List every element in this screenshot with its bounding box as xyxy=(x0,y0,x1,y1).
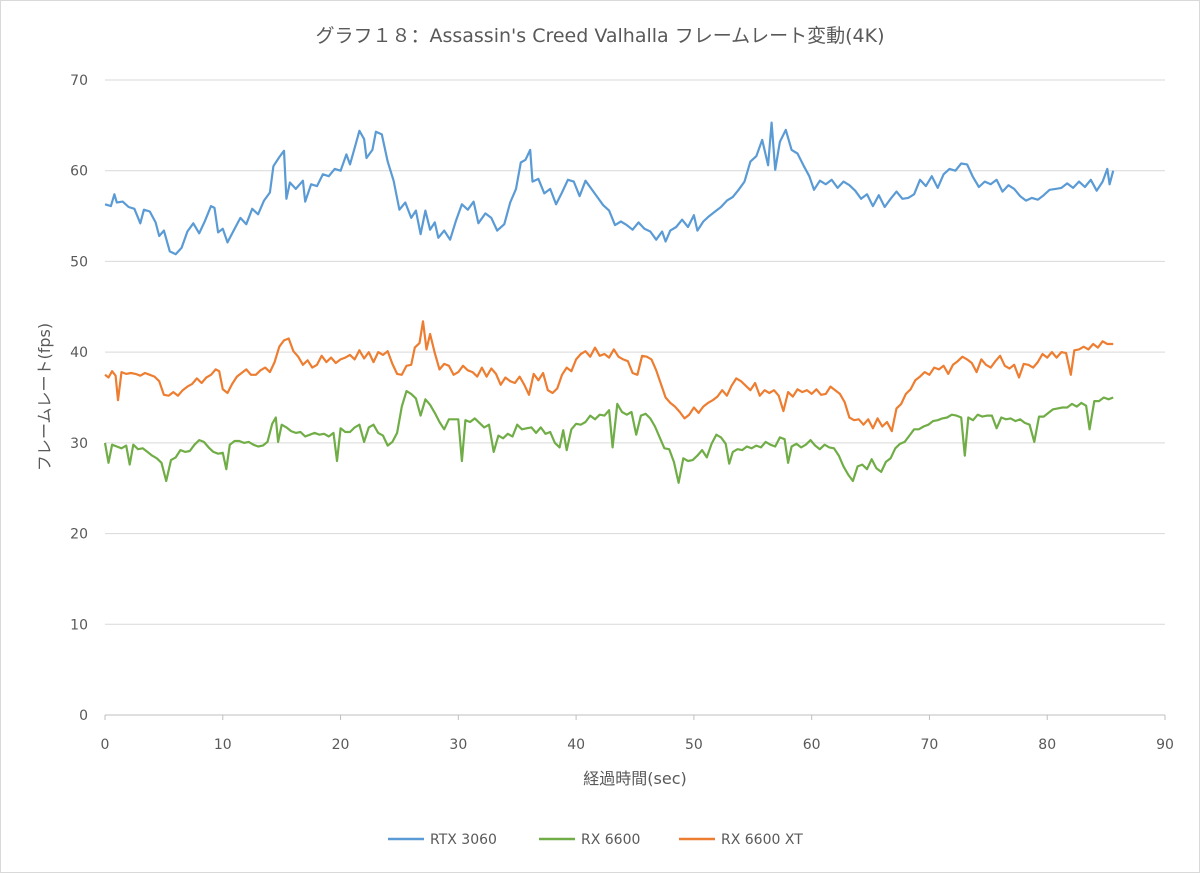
y-tick-label: 0 xyxy=(79,708,88,724)
y-tick-label: 10 xyxy=(70,617,88,633)
legend-label: RTX 3060 xyxy=(430,832,497,848)
legend-label: RX 6600 XT xyxy=(721,832,803,848)
x-tick-label: 60 xyxy=(803,737,821,753)
series-lines xyxy=(103,121,1115,484)
y-axis-ticks: 0 10 20 30 40 50 60 70 xyxy=(70,73,88,724)
x-axis-label: 経過時間(sec) xyxy=(583,769,686,788)
series-line-rx-6600-xt xyxy=(104,320,1114,433)
x-tick-label: 80 xyxy=(1038,737,1056,753)
x-tick-label: 0 xyxy=(101,737,110,753)
series-line-rx-6600 xyxy=(103,390,1114,484)
legend-label: RX 6600 xyxy=(581,832,640,848)
x-tick-label: 50 xyxy=(685,737,703,753)
x-axis-ticks: 0 10 20 30 40 50 60 70 80 90 xyxy=(101,715,1174,753)
x-tick-label: 20 xyxy=(332,737,350,753)
x-tick-label: 70 xyxy=(921,737,939,753)
x-tick-label: 30 xyxy=(449,737,467,753)
series-line-rtx-3060 xyxy=(104,121,1115,256)
legend: RTX 3060 RX 6600 RX 6600 XT xyxy=(388,832,803,848)
y-tick-label: 50 xyxy=(70,254,88,270)
chart-title: グラフ１８：Assassin's Creed Valhalla フレームレート変… xyxy=(315,25,884,47)
y-tick-label: 70 xyxy=(70,73,88,89)
x-tick-label: 90 xyxy=(1156,737,1174,753)
y-tick-label: 40 xyxy=(70,345,88,361)
y-tick-label: 20 xyxy=(70,527,88,543)
x-tick-label: 10 xyxy=(214,737,232,753)
y-tick-label: 30 xyxy=(70,436,88,452)
gridlines xyxy=(105,79,1165,625)
y-tick-label: 60 xyxy=(70,164,88,180)
y-axis-label: フレームレート(fps) xyxy=(35,323,54,471)
x-tick-label: 40 xyxy=(567,737,585,753)
